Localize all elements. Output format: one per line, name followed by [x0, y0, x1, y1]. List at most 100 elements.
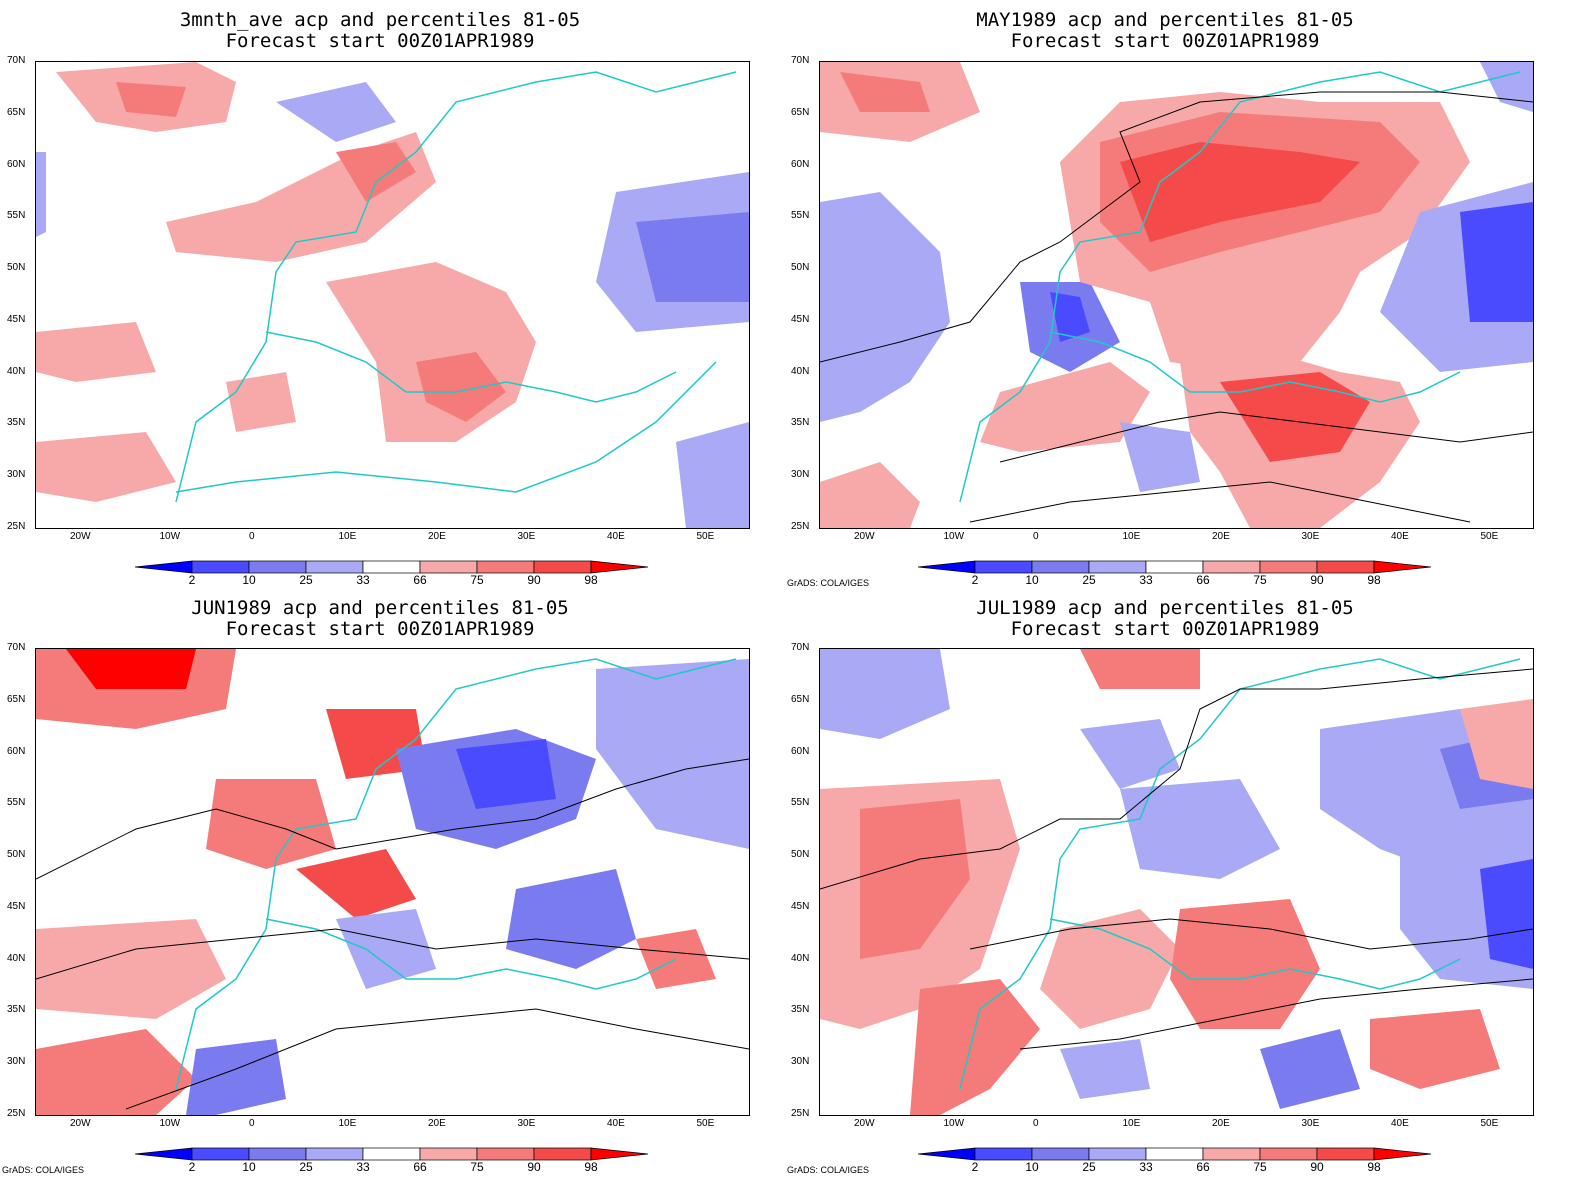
shade-region	[1220, 372, 1370, 462]
longitude-label: 20W	[854, 531, 875, 542]
latitude-label: 40N	[7, 952, 26, 964]
shade-region	[636, 212, 749, 302]
colorbar	[135, 1147, 649, 1161]
colorbar-label: 10	[1025, 573, 1039, 587]
latitude-label: 50N	[791, 849, 810, 861]
colorbar-label: 2	[188, 1160, 196, 1174]
colorbar-segment	[1031, 1147, 1090, 1161]
colorbar-segment	[248, 1147, 307, 1161]
colorbar-segment	[135, 560, 193, 574]
grads-credit: GrADS: COLA/IGES	[787, 1165, 870, 1175]
colorbar-label: 10	[1025, 1160, 1039, 1174]
shade-region	[116, 82, 186, 117]
colorbar-label: 75	[1253, 573, 1267, 587]
panel-title-line1: JUL1989 acp and percentiles 81-05	[976, 597, 1354, 619]
shade-region	[206, 779, 336, 869]
latitude-label: 45N	[791, 313, 810, 325]
contour-line	[36, 928, 749, 980]
latitude-label: 30N	[7, 1056, 26, 1068]
colorbar-segment	[1316, 1147, 1375, 1161]
latitude-label: 70N	[7, 642, 26, 653]
latitude-label: 65N	[791, 106, 810, 118]
shade-region	[1370, 1009, 1500, 1089]
colorbar-segment	[918, 560, 976, 574]
shade-region	[336, 909, 436, 989]
latitude-label: 70N	[791, 642, 810, 653]
latitude-label: 40N	[791, 952, 810, 964]
panel-3month-average: 3mnth_ave acp and percentiles 81-05 Fore…	[0, 0, 780, 590]
latitude-label: 45N	[7, 900, 26, 912]
shade-region	[506, 869, 636, 969]
latitude-label: 50N	[7, 849, 26, 861]
longitude-label: 40E	[607, 531, 625, 542]
shade-region	[840, 72, 930, 112]
grads-credit: GrADS: COLA/IGES	[2, 1165, 85, 1175]
panel-july: JUL1989 acp and percentiles 81-05 Foreca…	[785, 588, 1565, 1188]
latitude-label: 50N	[7, 262, 26, 274]
shade-region	[36, 919, 226, 1019]
colorbar-segment	[476, 1147, 535, 1161]
shade-region	[276, 82, 396, 142]
latitude-label: 25N	[791, 1108, 810, 1119]
colorbar-label: 33	[356, 1160, 370, 1174]
colorbar-segment	[1373, 560, 1432, 574]
contour-line	[820, 668, 1533, 890]
shade-region	[596, 659, 749, 849]
latitude-label: 25N	[791, 521, 810, 532]
map-area	[35, 61, 750, 529]
longitude-label: 40E	[607, 1118, 625, 1129]
latitude-label: 50N	[791, 262, 810, 274]
colorbar-label: 33	[1139, 573, 1153, 587]
shade-region	[36, 152, 46, 237]
shade-region	[1120, 422, 1200, 492]
shade-region	[1460, 699, 1533, 789]
coastline	[175, 361, 717, 493]
shade-region	[36, 432, 176, 502]
longitude-label: 0	[249, 1118, 255, 1129]
colorbar-label: 66	[413, 1160, 427, 1174]
shade-region	[1050, 292, 1090, 342]
map-area	[819, 61, 1534, 529]
shade-region	[186, 1039, 286, 1115]
colorbar-label: 25	[299, 1160, 313, 1174]
coastline	[1049, 331, 1461, 403]
colorbar-segment	[135, 1147, 193, 1161]
colorbar-label: 90	[527, 1160, 541, 1174]
coastline	[265, 331, 677, 403]
longitude-label: 50E	[696, 531, 715, 542]
shade-region	[820, 649, 950, 739]
map-area	[819, 648, 1534, 1116]
shade-region	[1120, 779, 1280, 879]
longitude-label: 40E	[1391, 1118, 1409, 1129]
longitude-label: 50E	[1480, 1118, 1499, 1129]
latitude-label: 60N	[791, 158, 810, 170]
colorbar-segment	[1145, 1147, 1204, 1161]
shade-region	[1460, 202, 1533, 322]
shade-region	[1060, 1039, 1150, 1099]
latitude-label: 40N	[791, 365, 810, 377]
coastline	[175, 71, 737, 503]
latitude-label: 55N	[7, 797, 26, 809]
colorbar-segment	[1202, 560, 1261, 574]
map-area	[35, 648, 750, 1116]
colorbar-segment	[305, 1147, 364, 1161]
panel-title-line1: JUN1989 acp and percentiles 81-05	[191, 597, 569, 619]
longitude-label: 30E	[1301, 531, 1320, 542]
longitude-label: 20E	[1212, 1118, 1230, 1129]
latitude-label: 35N	[7, 1004, 26, 1016]
latitude-label: 60N	[791, 745, 810, 757]
longitude-label: 10W	[943, 531, 965, 542]
longitude-label: 0	[1033, 1118, 1039, 1129]
shade-region	[820, 192, 950, 422]
colorbar-segment	[1031, 560, 1090, 574]
colorbar-segment	[1259, 1147, 1318, 1161]
coastline	[959, 71, 1521, 503]
colorbar-segment	[476, 560, 535, 574]
longitude-label: 10W	[159, 531, 181, 542]
contour-line	[820, 91, 1533, 363]
colorbar-segment	[1088, 1147, 1147, 1161]
colorbar-label: 25	[1082, 1160, 1096, 1174]
colorbar	[135, 560, 649, 574]
panel-title-line2: Forecast start 00Z01APR1989	[1010, 30, 1320, 52]
colorbar-label: 98	[584, 573, 598, 587]
